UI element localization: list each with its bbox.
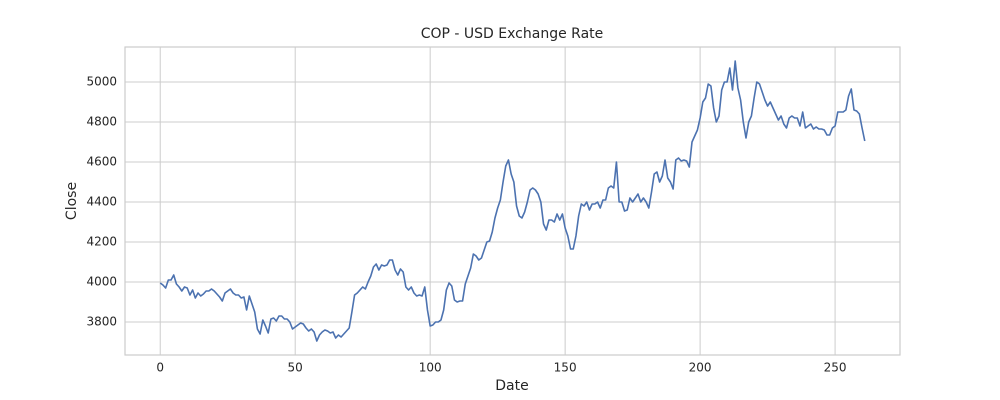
y-tick-label: 4200 — [86, 235, 117, 249]
x-tick-label: 100 — [419, 361, 442, 375]
x-tick-label: 200 — [689, 361, 712, 375]
y-tick-label: 4000 — [86, 275, 117, 289]
data-line — [159, 60, 866, 342]
y-axis-label: Close — [64, 182, 80, 220]
x-tick-label: 50 — [288, 361, 303, 375]
x-tick-label: 150 — [554, 361, 577, 375]
x-tick-label: 250 — [824, 361, 847, 375]
x-axis-label: Date — [495, 378, 528, 394]
y-tick-label: 4800 — [86, 115, 117, 129]
y-tick-label: 4400 — [86, 195, 117, 209]
y-tick-label: 3800 — [86, 315, 117, 329]
y-tick-label: 5000 — [86, 75, 117, 89]
y-tick-label: 4600 — [86, 155, 117, 169]
plot-frame — [124, 46, 901, 356]
chart-title: COP - USD Exchange Rate — [421, 26, 604, 42]
x-tick-label: 0 — [156, 361, 164, 375]
